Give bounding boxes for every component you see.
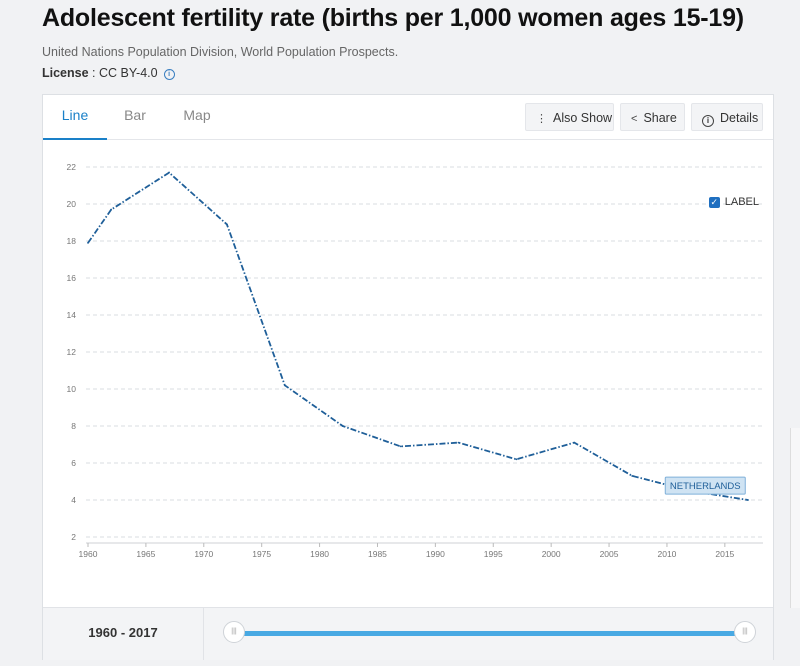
series-label-box — [664, 476, 746, 495]
series-line — [87, 171, 749, 501]
scrollbar-edge — [790, 428, 800, 608]
also-show-button[interactable]: ⋮ Also Show — [525, 103, 614, 131]
tab-bar[interactable]: Bar — [124, 107, 146, 123]
range-footer: 1960 - 2017 ||| ||| — [43, 607, 773, 660]
y-tick-label: 4 — [71, 495, 76, 505]
checkbox-checked-icon[interactable]: ✓ — [708, 196, 720, 208]
page-title: Adolescent fertility rate (births per 1,… — [42, 4, 744, 32]
data-point — [110, 208, 113, 211]
details-icon: i — [702, 115, 714, 127]
line-chart: 2 4 6 8 10 12 14 16 18 20 22 1960 1965 1970 1975 1980 19… — [67, 162, 763, 559]
tab-line[interactable]: Line — [43, 95, 107, 140]
data-point — [457, 441, 460, 444]
y-tick-label: 20 — [67, 199, 77, 209]
y-tick-label: 10 — [67, 384, 77, 394]
series-label: NETHERLANDS — [670, 481, 741, 492]
also-show-label: Also Show — [553, 111, 613, 125]
x-tick-label: 1985 — [368, 549, 387, 559]
label-toggle-text: LABEL — [724, 196, 759, 208]
tab-map[interactable]: Map — [183, 107, 211, 123]
range-label: 1960 - 2017 — [43, 608, 204, 660]
chart-area: 2 4 6 8 10 12 14 16 18 20 22 1960 1965 1970 1975 1980 19… — [43, 140, 773, 605]
details-button[interactable]: i Details — [691, 103, 763, 131]
x-tick-label: 1980 — [310, 549, 329, 559]
y-tick-label: 14 — [67, 310, 77, 320]
x-tick-label: 1965 — [136, 549, 155, 559]
x-tick-label: 1970 — [194, 549, 213, 559]
data-point — [226, 223, 228, 226]
info-icon[interactable]: i — [163, 69, 175, 80]
license-value: : CC BY-4.0 — [88, 66, 158, 80]
x-tick-label: 2010 — [657, 549, 676, 559]
data-point — [631, 475, 634, 477]
y-tick-label: 8 — [71, 421, 76, 431]
data-point — [283, 384, 286, 387]
y-tick-label: 18 — [67, 236, 77, 246]
share-button[interactable]: < Share — [620, 103, 685, 131]
x-tick-label: 2005 — [600, 549, 619, 559]
range-end-handle[interactable]: ||| — [734, 621, 756, 643]
y-tick-label: 22 — [67, 162, 77, 172]
license-label: License — [42, 66, 89, 80]
data-point — [573, 441, 576, 444]
range-start-handle[interactable]: ||| — [223, 621, 245, 643]
y-tick-label: 6 — [71, 458, 76, 468]
x-tick-label: 2015 — [715, 549, 734, 559]
x-tick-label: 2000 — [542, 549, 561, 559]
y-tick-label: 2 — [71, 532, 76, 542]
view-tabs: Line Bar Map ⋮ Also Show < Share i Details — [43, 95, 773, 140]
y-tick-label: 12 — [67, 347, 77, 357]
data-point — [747, 499, 749, 501]
data-point — [399, 445, 402, 448]
more-vertical-icon: ⋮ — [536, 113, 547, 125]
range-slider-track[interactable] — [233, 631, 745, 636]
data-point — [341, 425, 344, 427]
data-point — [87, 241, 89, 244]
share-label: Share — [643, 111, 677, 125]
x-tick-label: 1995 — [484, 549, 503, 559]
x-tick-label: 1990 — [426, 549, 445, 559]
x-tick-label: 1975 — [252, 549, 271, 559]
chart-panel: Line Bar Map ⋮ Also Show < Share i Details … — [42, 94, 774, 660]
license-line: License : CC BY-4.0 i — [42, 66, 175, 80]
data-point — [515, 458, 518, 461]
details-label: Details — [720, 111, 759, 125]
x-tick-label: 1960 — [79, 549, 98, 559]
data-point — [168, 171, 170, 174]
source-text: United Nations Population Division, Worl… — [42, 45, 399, 59]
share-icon: < — [631, 113, 638, 125]
label-toggle[interactable]: ✓ LABEL — [708, 196, 759, 208]
y-tick-label: 16 — [67, 273, 77, 283]
